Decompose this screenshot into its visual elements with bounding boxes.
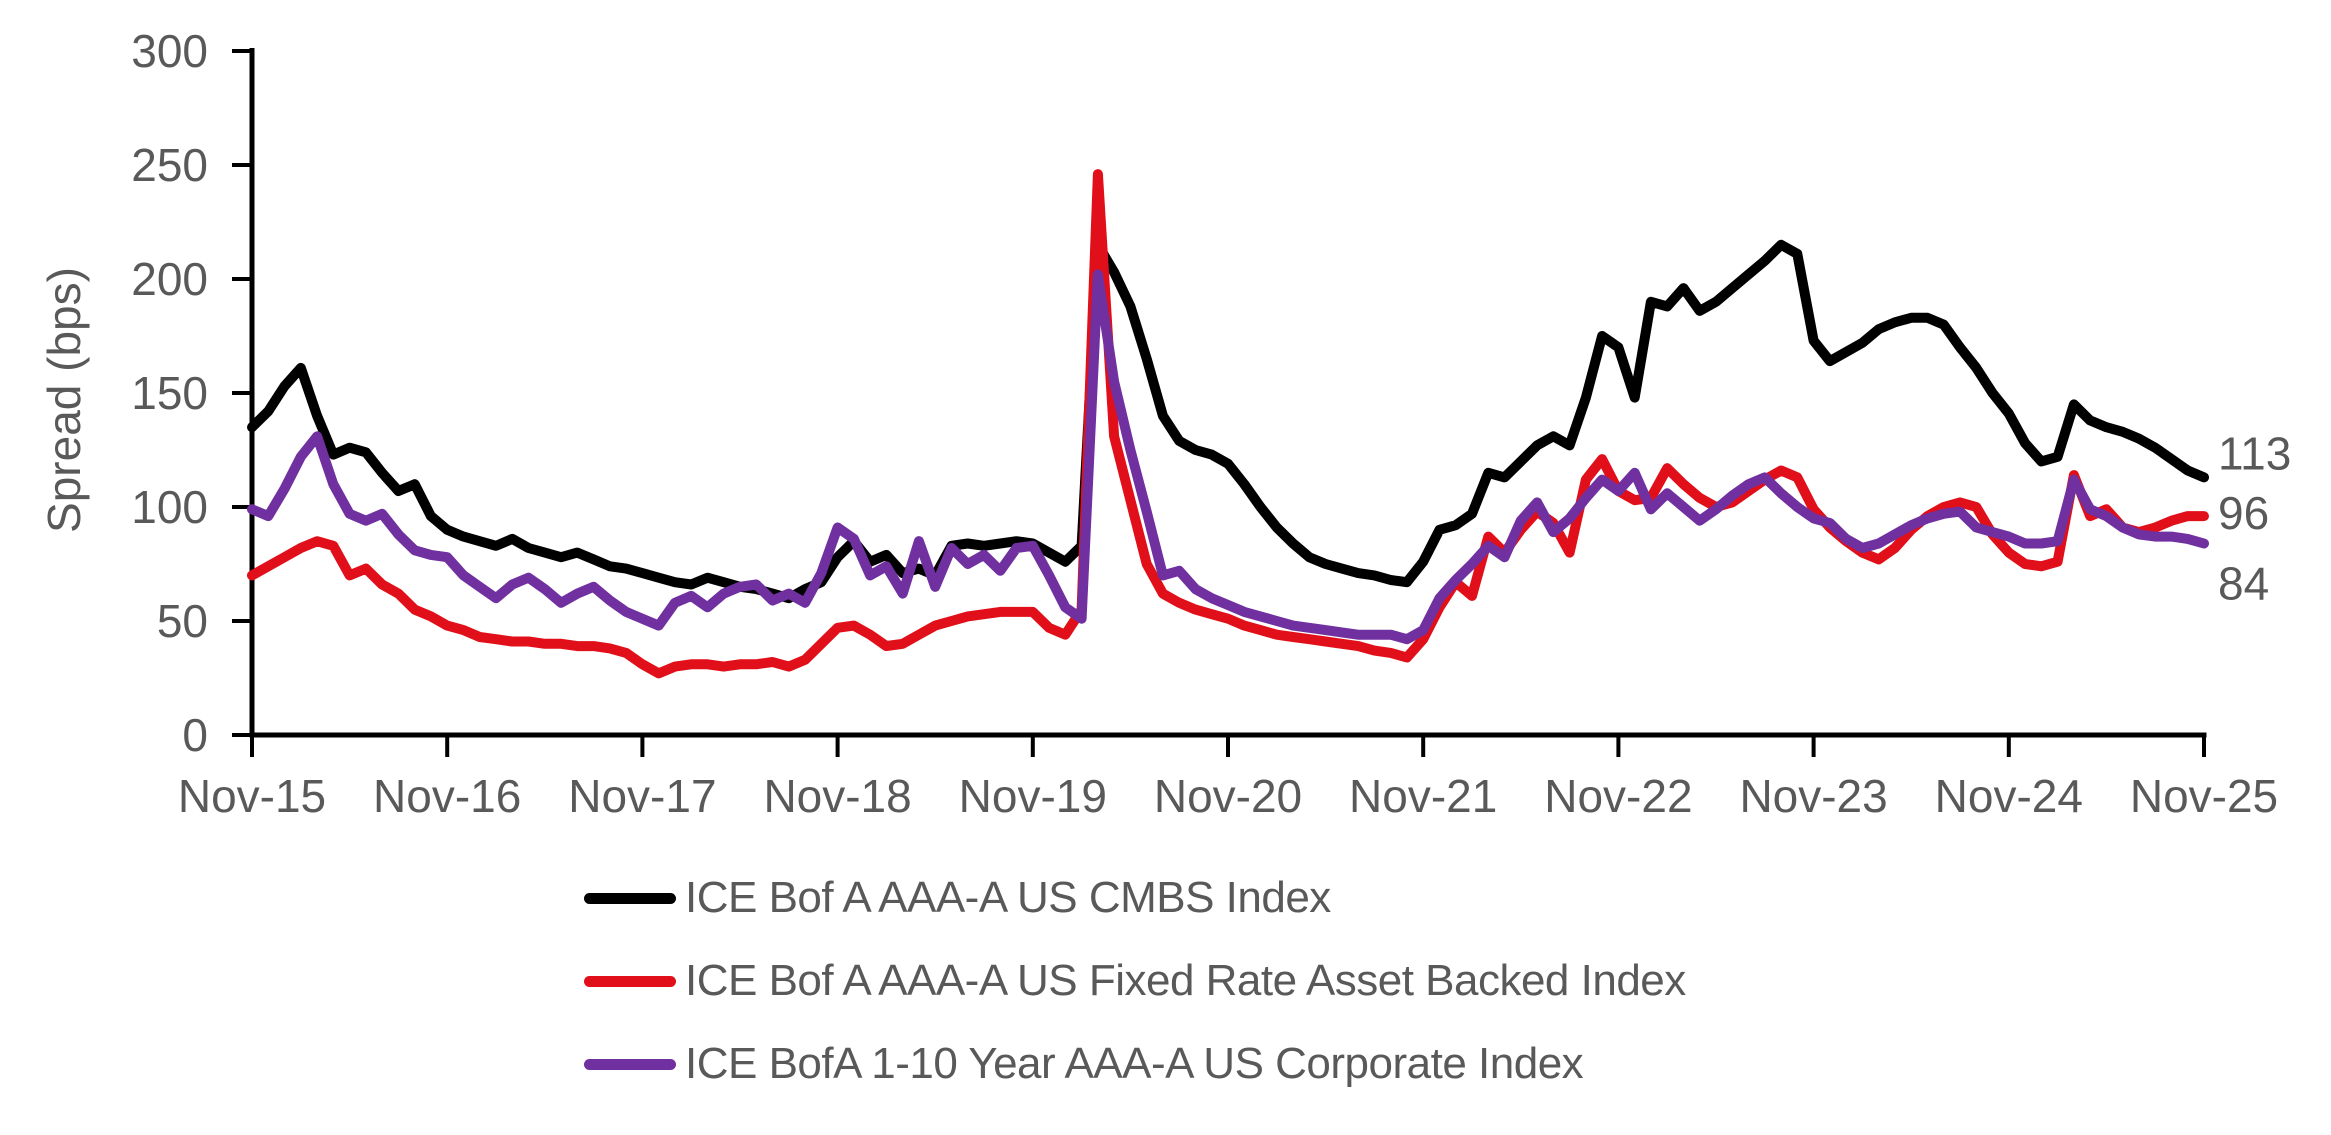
y-tick-label: 300: [131, 25, 208, 77]
legend-label-corporate: ICE BofA 1-10 Year AAA-A US Corporate In…: [685, 1039, 1584, 1088]
y-tick-label: 200: [131, 253, 208, 305]
x-tick-label: Nov-18: [763, 770, 911, 822]
x-tick-label: Nov-24: [1935, 770, 2083, 822]
legend-item-abs: ICE Bof A AAA-A US Fixed Rate Asset Back…: [584, 955, 1686, 1007]
x-tick-label: Nov-16: [373, 770, 521, 822]
cmbs-line-swatch: [584, 892, 676, 904]
x-tick-label: Nov-25: [2130, 770, 2278, 822]
x-tick-label: Nov-15: [178, 770, 326, 822]
x-tick-label: Nov-17: [568, 770, 716, 822]
legend-label-cmbs: ICE Bof A AAA-A US CMBS Index: [685, 873, 1331, 922]
y-tick-label: 250: [131, 139, 208, 191]
y-tick-label: 50: [157, 595, 208, 647]
y-tick-label: 0: [182, 709, 208, 761]
legend-label-abs: ICE Bof A AAA-A US Fixed Rate Asset Back…: [685, 956, 1686, 1005]
end-label-abs: 96: [2218, 487, 2269, 539]
legend-item-corporate: ICE BofA 1-10 Year AAA-A US Corporate In…: [584, 1038, 1686, 1090]
end-label-corporate: 84: [2218, 557, 2269, 609]
chart-legend: ICE Bof A AAA-A US CMBS Index ICE Bof A …: [584, 872, 1686, 1090]
abs-line-swatch: [584, 975, 676, 987]
y-tick-label: 150: [131, 367, 208, 419]
x-tick-label: Nov-23: [1739, 770, 1887, 822]
x-tick-label: Nov-20: [1154, 770, 1302, 822]
corporate-line-swatch: [584, 1058, 676, 1070]
legend-item-cmbs: ICE Bof A AAA-A US CMBS Index: [584, 872, 1686, 924]
x-tick-label: Nov-21: [1349, 770, 1497, 822]
series-line-abs: [247, 169, 2209, 679]
end-label-cmbs: 113: [2218, 427, 2291, 479]
series-line-corporate: [247, 269, 2209, 645]
y-axis-title: Spread (bps): [38, 267, 90, 533]
chart-canvas: 0 50 100 150 200 250 300 Nov-15 Nov-16 Nov-17 Nov-…: [38, 25, 2291, 822]
y-tick-label: 100: [131, 481, 208, 533]
x-tick-label: Nov-19: [959, 770, 1107, 822]
series-line-cmbs: [247, 239, 2209, 604]
x-tick-label: Nov-22: [1544, 770, 1692, 822]
